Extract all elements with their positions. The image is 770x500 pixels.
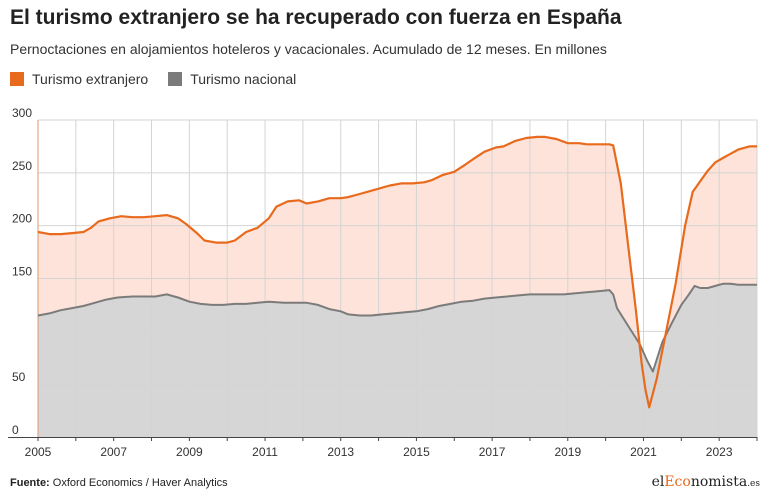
x-tick-label-2009: 2009 bbox=[176, 445, 203, 459]
line-turismo-extranjero bbox=[37, 135, 757, 409]
x-tick-label-2019: 2019 bbox=[554, 445, 581, 459]
publisher-logo: elEconomista.es bbox=[652, 474, 760, 490]
x-tick-label-2005: 2005 bbox=[25, 445, 52, 459]
y-tick-label-50: 50 bbox=[12, 370, 26, 384]
source-note: Fuente: Oxford Economics / Haver Analyti… bbox=[10, 477, 228, 489]
legend-item-extranjero: Turismo extranjero bbox=[10, 71, 148, 87]
legend-swatch-nacional bbox=[168, 72, 183, 86]
legend-swatch-extranjero bbox=[10, 72, 24, 86]
x-tick-label-2015: 2015 bbox=[403, 445, 430, 459]
chart-title: El turismo extranjero se ha recuperado c… bbox=[10, 6, 622, 29]
source-text: Oxford Economics / Haver Analytics bbox=[52, 477, 228, 489]
x-tick-label-2007: 2007 bbox=[100, 445, 127, 459]
y-tick-label-150: 150 bbox=[12, 265, 32, 279]
legend-label-nacional: Turismo nacional bbox=[190, 71, 297, 87]
x-tick-label-2011: 2011 bbox=[252, 445, 278, 459]
x-tick-label-2021: 2021 bbox=[630, 445, 657, 459]
chart-subtitle: Pernoctaciones en alojamientos hoteleros… bbox=[10, 41, 607, 57]
y-tick-label-0: 0 bbox=[12, 423, 19, 437]
x-axis: 2005 2007 2009 2011 2013 2015 2017 2019 2021 2023 bbox=[25, 437, 758, 459]
logo-post: nomista bbox=[690, 474, 748, 490]
logo-pre: el bbox=[651, 474, 665, 490]
y-tick-label-250: 250 bbox=[12, 159, 32, 173]
y-tick-label-200: 200 bbox=[12, 212, 32, 226]
logo-accent: Eco bbox=[664, 474, 691, 490]
legend-item-nacional: Turismo nacional bbox=[168, 71, 296, 87]
x-tick-label-2013: 2013 bbox=[327, 445, 354, 459]
line-turismo-nacional bbox=[37, 282, 757, 373]
chart-lines bbox=[8, 135, 757, 438]
area-turismo-nacional bbox=[38, 283, 757, 437]
y-axis: 0 50 150 200 250 300 bbox=[12, 106, 32, 437]
y-tick-label-300: 300 bbox=[12, 106, 32, 120]
legend-label-extranjero: Turismo extranjero bbox=[32, 71, 149, 87]
x-tick-label-2017: 2017 bbox=[479, 445, 506, 459]
source-label: Fuente: bbox=[10, 477, 50, 489]
chart-areas bbox=[38, 136, 757, 437]
logo-suffix: .es bbox=[747, 479, 760, 489]
x-tick-label-2023: 2023 bbox=[706, 445, 733, 459]
legend: Turismo extranjero Turismo nacional bbox=[10, 71, 316, 87]
